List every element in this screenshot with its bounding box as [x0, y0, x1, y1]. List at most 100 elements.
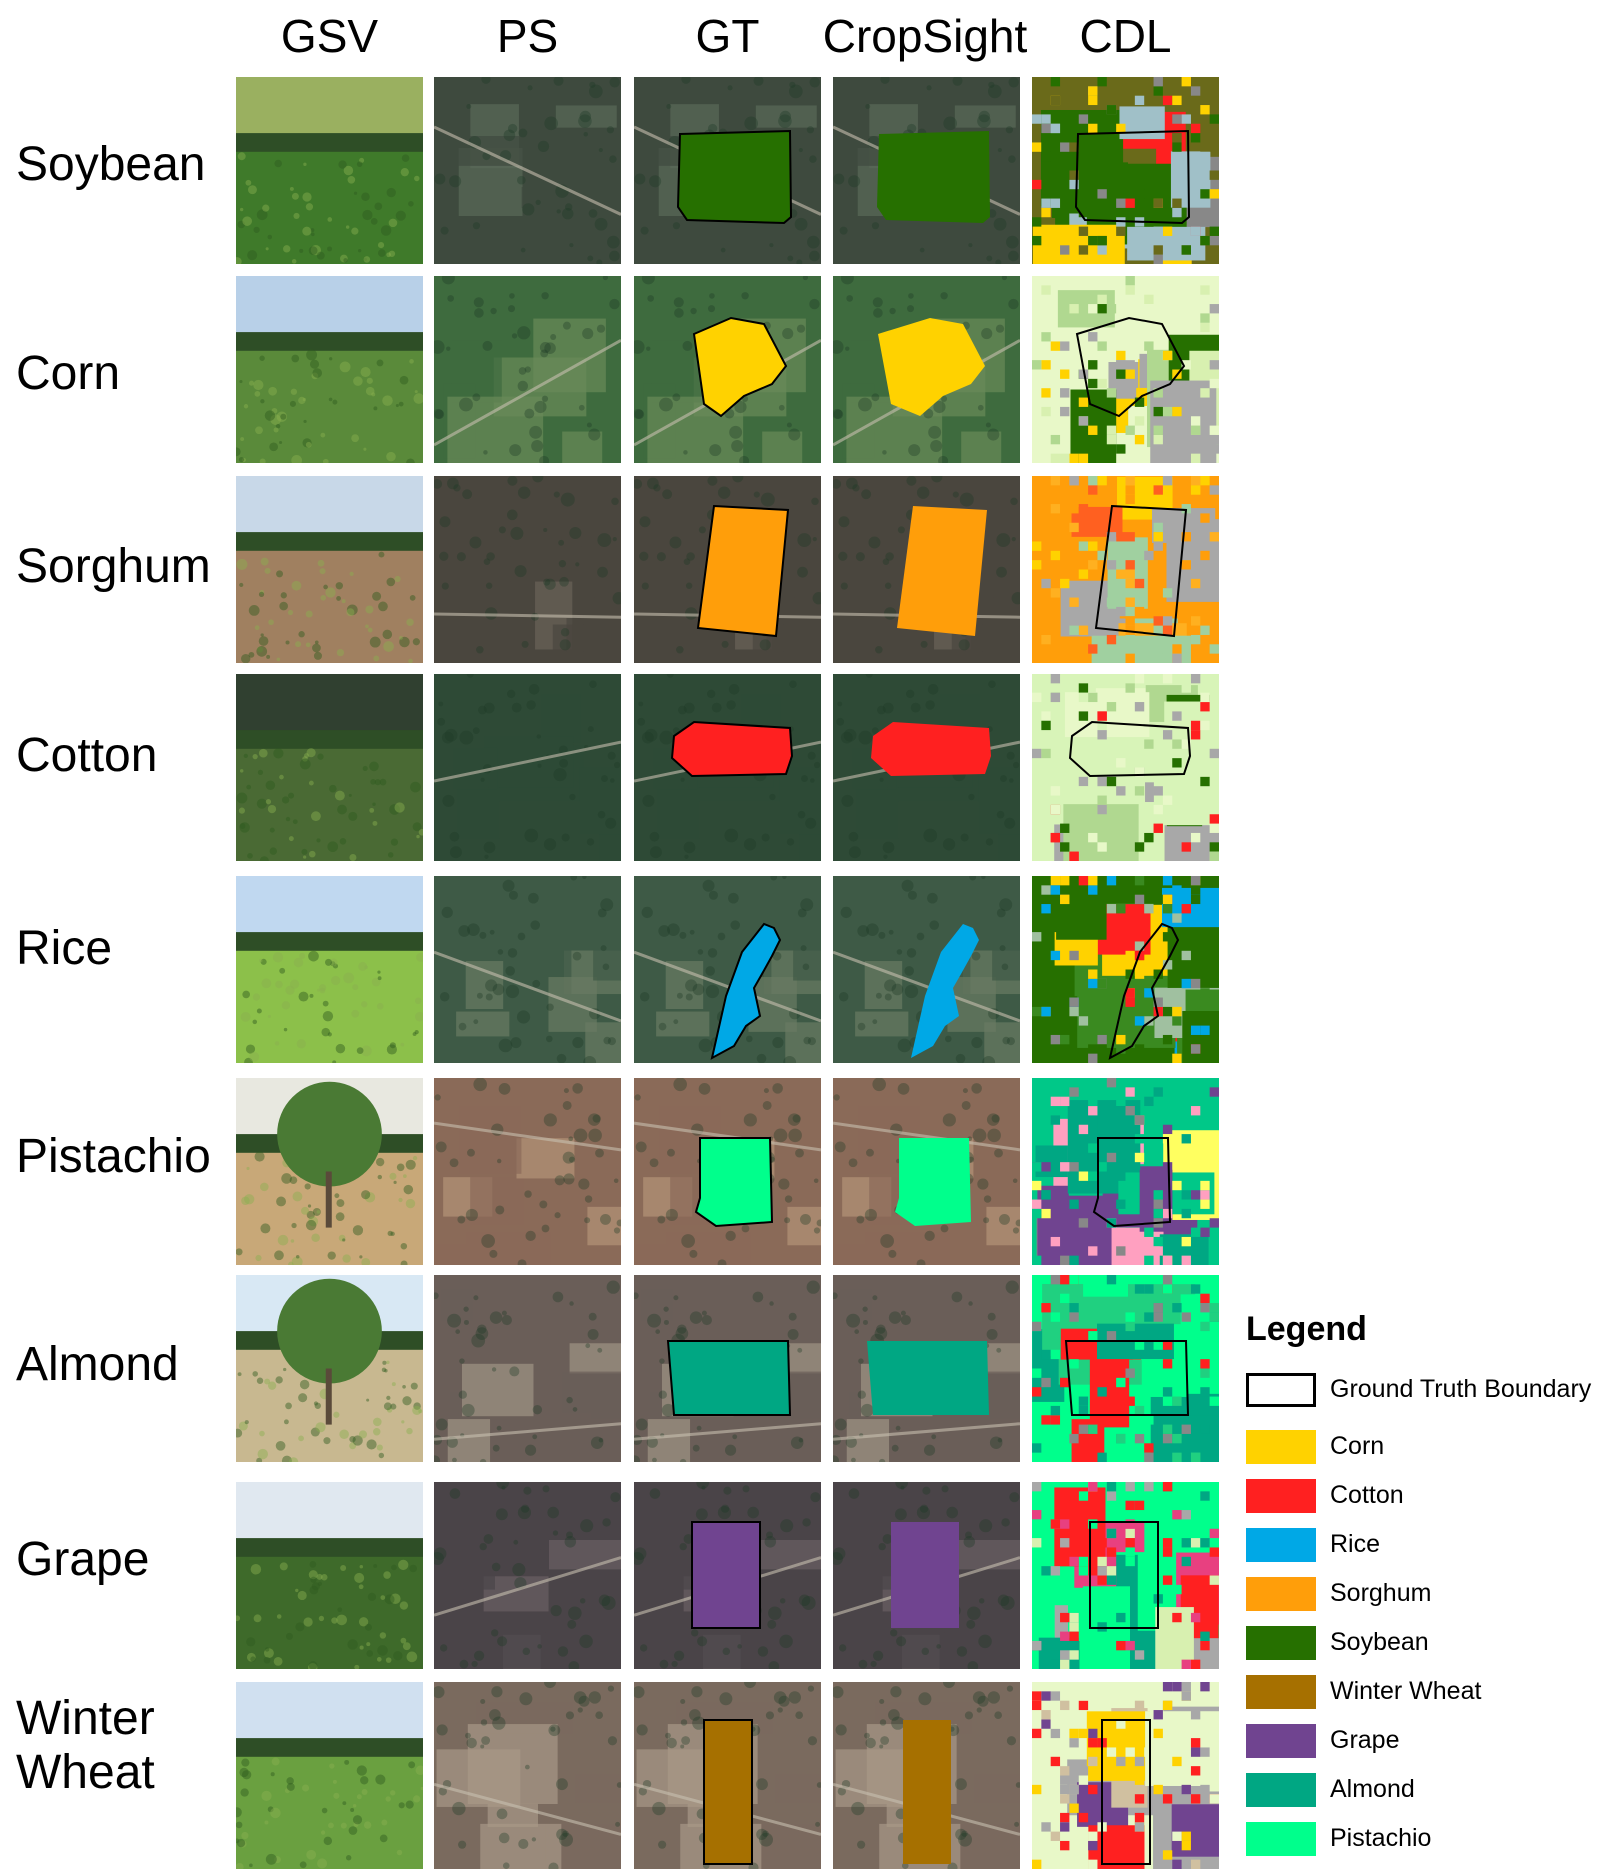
gt-image [634, 77, 821, 264]
boundary-swatch [1246, 1372, 1316, 1407]
cdl-image [1032, 1275, 1219, 1462]
cropsight-image [833, 1682, 1020, 1869]
predicted-field [878, 318, 985, 416]
gsv-tile-almond [236, 1275, 423, 1462]
legend-item: Pistachio [1246, 1814, 1600, 1863]
legend-swatch [1246, 1429, 1316, 1464]
row-label-line: Corn [16, 347, 121, 400]
legend-swatch [1246, 1527, 1316, 1562]
row-label-rice: Rice [16, 922, 112, 976]
gsv-image [236, 77, 423, 264]
gt-image [634, 1482, 821, 1669]
row-label-line: Rice [16, 922, 113, 975]
cropsight-tile-soybean [833, 77, 1020, 264]
gt-image [634, 1078, 821, 1265]
row-label-sorghum: Sorghum [16, 540, 211, 594]
legend-item: Corn [1246, 1422, 1600, 1471]
cdl-tile-corn [1032, 276, 1219, 463]
gt-tile-rice [634, 876, 821, 1063]
legend-label: Corn [1330, 1432, 1385, 1460]
legend-swatch [1246, 1674, 1316, 1709]
legend-item: Rice [1246, 1520, 1600, 1569]
legend-swatch [1246, 1478, 1316, 1513]
gsv-image [236, 276, 423, 463]
cdl-tile-cotton [1032, 674, 1219, 861]
row-label-line: Winter [16, 1692, 155, 1745]
legend-swatch [1246, 1821, 1316, 1856]
legend-label: Winter Wheat [1330, 1677, 1482, 1705]
ps-image [434, 1078, 621, 1265]
cropsight-tile-almond [833, 1275, 1020, 1462]
cropsight-tile-grape [833, 1482, 1020, 1669]
gsv-tile-grape [236, 1482, 423, 1669]
ground-truth-field [670, 720, 794, 778]
legend-swatch [1246, 1723, 1316, 1758]
column-header-cropsight: CropSight [822, 10, 1028, 62]
legend-label: Sorghum [1330, 1579, 1432, 1607]
ground-truth-field [710, 922, 782, 1060]
cdl-tile-rice [1032, 876, 1219, 1063]
predicted-field [903, 1720, 951, 1864]
cdl-tile-grape [1032, 1482, 1219, 1669]
row-label-grape: Grape [16, 1533, 149, 1587]
column-header-ps: PS [496, 10, 559, 62]
predicted-field [871, 722, 991, 776]
predicted-field [911, 924, 979, 1058]
legend-item: Soybean [1246, 1618, 1600, 1667]
row-label-corn: Corn [16, 347, 120, 401]
cropsight-image [833, 476, 1020, 663]
gt-image [634, 876, 821, 1063]
legend-label: Rice [1330, 1530, 1381, 1558]
legend-title: Legend [1246, 1310, 1367, 1348]
cropsight-tile-corn [833, 276, 1020, 463]
legend-label: Grape [1330, 1726, 1400, 1754]
cdl-tile-winter-wheat [1032, 1682, 1219, 1869]
predicted-field [867, 1341, 989, 1415]
cropsight-tile-winter-wheat [833, 1682, 1020, 1869]
cropsight-image [833, 1482, 1020, 1669]
legend-item: Cotton [1246, 1471, 1600, 1520]
gt-image [634, 476, 821, 663]
legend-item: Almond [1246, 1765, 1600, 1814]
legend-item: Grape [1246, 1716, 1600, 1765]
cropsight-image [833, 876, 1020, 1063]
gt-image [634, 674, 821, 861]
cdl-image [1032, 77, 1219, 264]
cdl-tile-sorghum [1032, 476, 1219, 663]
column-header-gt: GT [695, 10, 760, 62]
predicted-field [877, 131, 990, 223]
gt-tile-almond [634, 1275, 821, 1462]
legend-item: Winter Wheat [1246, 1667, 1600, 1716]
gsv-tile-corn [236, 276, 423, 463]
ground-truth-field [703, 1719, 753, 1865]
ps-image [434, 674, 621, 861]
row-label-soybean: Soybean [16, 138, 206, 192]
gsv-image [236, 876, 423, 1063]
cdl-image [1032, 1078, 1219, 1265]
row-label-line: Soybean [16, 138, 206, 191]
gt-image [634, 276, 821, 463]
cdl-tile-pistachio [1032, 1078, 1219, 1265]
ps-image [434, 876, 621, 1063]
gsv-image [236, 476, 423, 663]
ps-tile-corn [434, 276, 621, 463]
row-label-line: Pistachio [16, 1130, 211, 1183]
row-label-winter-wheat: Winter Wheat [16, 1692, 155, 1800]
legend: Legend Ground Truth Boundary Corn Cotton R… [1246, 1310, 1600, 1863]
ps-tile-soybean [434, 77, 621, 264]
legend-label: Cotton [1330, 1481, 1404, 1509]
gsv-image [236, 1482, 423, 1669]
cropsight-tile-cotton [833, 674, 1020, 861]
legend-item: Sorghum [1246, 1569, 1600, 1618]
cdl-image [1032, 476, 1219, 663]
cdl-image [1032, 674, 1219, 861]
row-label-almond: Almond [16, 1338, 179, 1392]
ps-tile-sorghum [434, 476, 621, 663]
ground-truth-field [691, 1521, 761, 1629]
ground-truth-field [666, 1340, 792, 1416]
column-header-gsv: GSV [280, 10, 379, 62]
gt-tile-cotton [634, 674, 821, 861]
row-label-cotton: Cotton [16, 729, 157, 783]
gt-image [634, 1682, 821, 1869]
ps-image [434, 1275, 621, 1462]
